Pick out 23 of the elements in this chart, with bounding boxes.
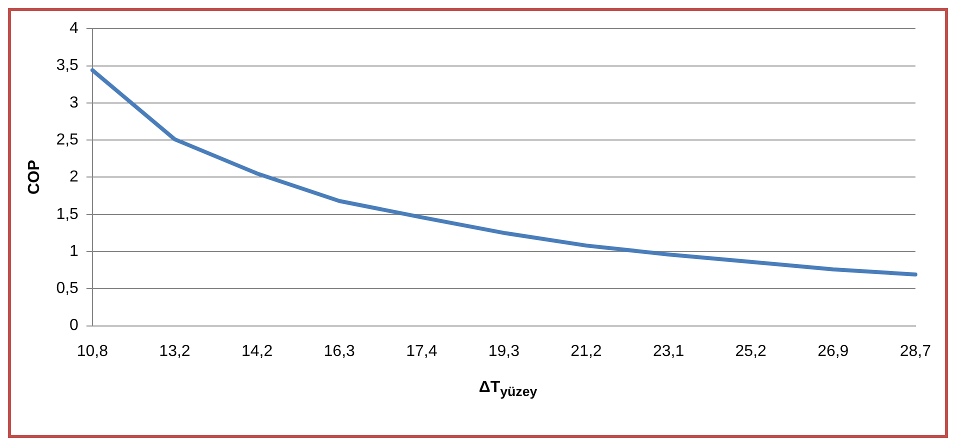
y-tick-label: 0 <box>70 317 79 334</box>
x-tick-label: 21,2 <box>570 342 602 360</box>
x-tick-label: 23,1 <box>652 342 684 360</box>
y-tick-label: 0,5 <box>56 280 79 298</box>
x-tick-label: 13,2 <box>159 342 190 360</box>
x-tick-label: 28,7 <box>900 342 932 360</box>
x-tick-label: 19,3 <box>488 342 520 360</box>
y-axis-title: COP <box>26 160 44 195</box>
x-tick-label: 25,2 <box>735 342 767 360</box>
x-tick-label: 16,3 <box>324 342 356 360</box>
x-tick-label: 26,9 <box>818 342 849 360</box>
y-tick-label: 2,5 <box>56 131 79 148</box>
x-axis-title: ΔT$_{yüzey}$ <box>478 379 538 400</box>
y-tick-label: 3,5 <box>56 57 79 74</box>
y-tick-label: 1,5 <box>56 206 79 223</box>
y-tick-label: 3 <box>70 94 79 112</box>
x-tick-label: 14,2 <box>241 342 273 360</box>
x-tick-label: 17,4 <box>406 342 438 360</box>
y-tick-label: 4 <box>70 20 79 38</box>
y-tick-label: 2 <box>70 168 79 186</box>
x-tick-label: 10,8 <box>76 342 108 360</box>
chart-frame: COP 10,8 13,2 14,2 16,3 17,4 19,3 21,2 23,1 25,2 26,9 28,7 0 0,5 1 1,5 2 2,5 3 3,5 4 ΔT$_{yüzey}$ <box>8 8 948 438</box>
y-tick-label: 1 <box>70 242 79 260</box>
